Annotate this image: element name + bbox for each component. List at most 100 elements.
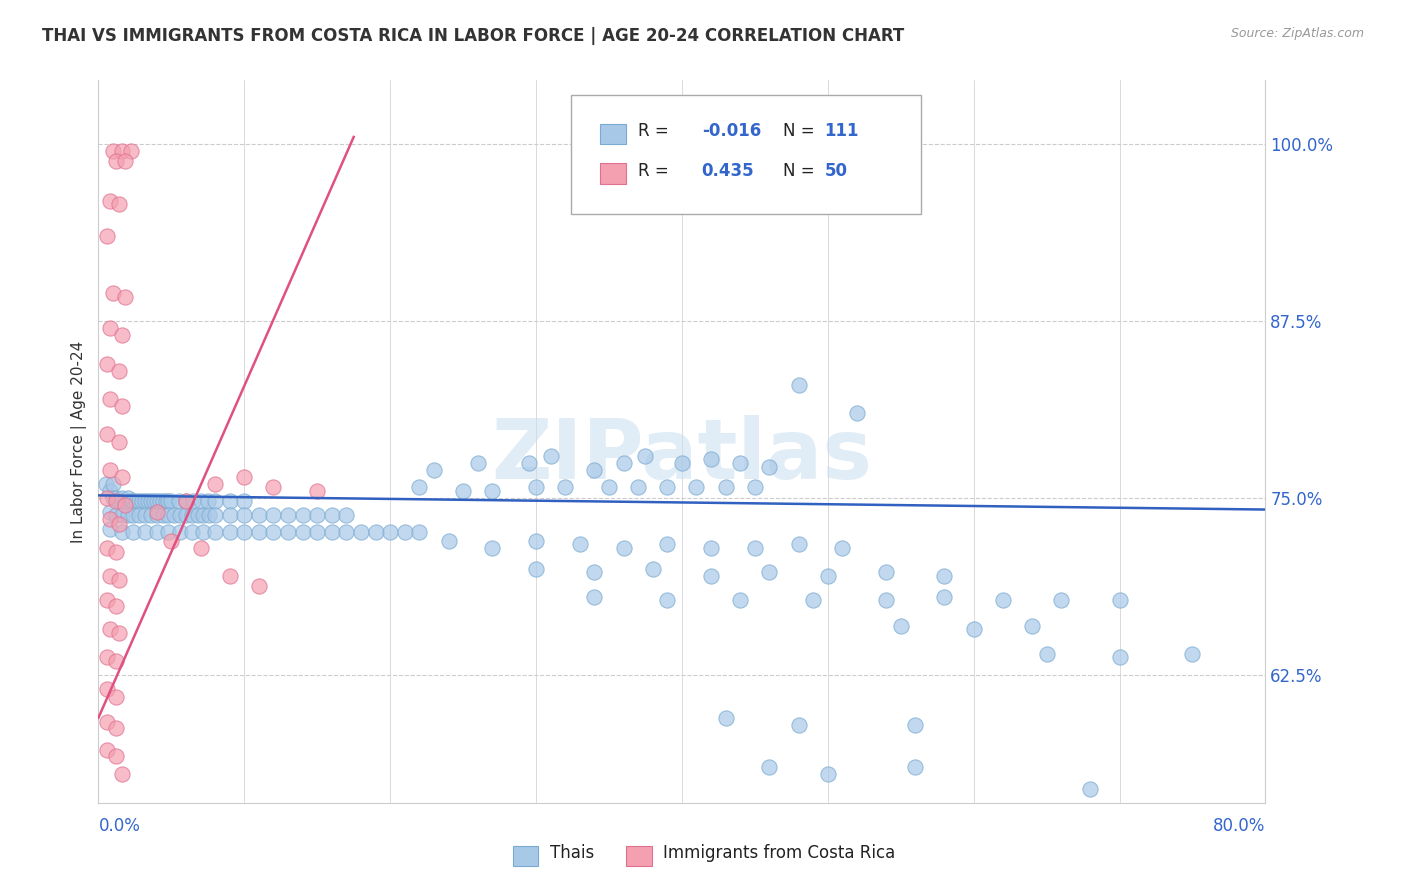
Point	[875, 565, 897, 579]
Point	[157, 525, 180, 540]
Point	[671, 456, 693, 470]
Text: Immigrants from Costa Rica: Immigrants from Costa Rica	[664, 845, 896, 863]
Point	[167, 494, 190, 508]
Point	[1181, 647, 1204, 661]
Point	[108, 434, 131, 449]
Point	[163, 508, 186, 523]
Point	[111, 399, 134, 413]
Point	[104, 690, 127, 704]
Point	[108, 625, 131, 640]
Point	[101, 285, 124, 300]
Point	[685, 480, 707, 494]
Point	[991, 593, 1014, 607]
Point	[134, 508, 156, 523]
Point	[101, 491, 124, 506]
FancyBboxPatch shape	[600, 124, 626, 144]
Point	[408, 480, 430, 494]
FancyBboxPatch shape	[600, 163, 626, 184]
Point	[157, 508, 180, 523]
Point	[817, 767, 839, 781]
Point	[233, 525, 256, 540]
Point	[451, 484, 474, 499]
Point	[96, 357, 118, 371]
Point	[408, 525, 430, 540]
Point	[714, 711, 737, 725]
Point	[321, 525, 343, 540]
Point	[524, 533, 547, 548]
Point	[277, 525, 299, 540]
Point	[98, 321, 121, 335]
Point	[1050, 593, 1073, 607]
Point	[1080, 781, 1102, 796]
Text: 0.0%: 0.0%	[98, 817, 141, 835]
Point	[104, 654, 127, 668]
Point	[174, 494, 197, 508]
Point	[174, 508, 197, 523]
Point	[114, 290, 136, 304]
Point	[108, 196, 131, 211]
Point	[152, 508, 174, 523]
Point	[96, 541, 118, 555]
Point	[101, 477, 124, 491]
Point	[122, 494, 145, 508]
Point	[104, 154, 127, 169]
Point	[108, 516, 131, 531]
Point	[787, 536, 810, 550]
Point	[155, 494, 177, 508]
Point	[787, 718, 810, 732]
Point	[904, 718, 927, 732]
Point	[136, 494, 159, 508]
Point	[98, 622, 121, 636]
Point	[204, 525, 226, 540]
Point	[190, 541, 212, 555]
Point	[193, 508, 215, 523]
Point	[627, 480, 650, 494]
Point	[98, 392, 121, 406]
Point	[641, 562, 664, 576]
Point	[96, 682, 118, 697]
Point	[218, 569, 240, 583]
Point	[233, 470, 256, 484]
Y-axis label: In Labor Force | Age 20-24: In Labor Force | Age 20-24	[72, 341, 87, 542]
Point	[612, 541, 634, 555]
Point	[96, 491, 118, 506]
Point	[104, 721, 127, 735]
Point	[934, 591, 956, 605]
Point	[744, 480, 766, 494]
Point	[204, 508, 226, 523]
Point	[146, 508, 169, 523]
Point	[583, 565, 606, 579]
Point	[730, 593, 752, 607]
Point	[583, 591, 606, 605]
Point	[160, 494, 183, 508]
Text: 0.435: 0.435	[702, 161, 755, 179]
Point	[101, 144, 124, 158]
Point	[98, 512, 121, 526]
Point	[169, 508, 191, 523]
Text: Thais: Thais	[550, 845, 595, 863]
Point	[114, 498, 136, 512]
Point	[218, 494, 240, 508]
Text: N =: N =	[783, 122, 820, 140]
Point	[657, 536, 679, 550]
Point	[128, 508, 150, 523]
Point	[307, 508, 329, 523]
Point	[467, 456, 489, 470]
Point	[846, 406, 869, 420]
Point	[657, 480, 679, 494]
Point	[187, 508, 209, 523]
Point	[481, 484, 503, 499]
Point	[180, 508, 202, 523]
Point	[262, 508, 284, 523]
Point	[817, 569, 839, 583]
Point	[904, 760, 927, 774]
Point	[96, 743, 118, 757]
Point	[335, 525, 357, 540]
Point	[114, 494, 136, 508]
Point	[277, 508, 299, 523]
Point	[108, 494, 131, 508]
Point	[233, 508, 256, 523]
Point	[197, 494, 219, 508]
Point	[117, 491, 139, 506]
Point	[96, 593, 118, 607]
